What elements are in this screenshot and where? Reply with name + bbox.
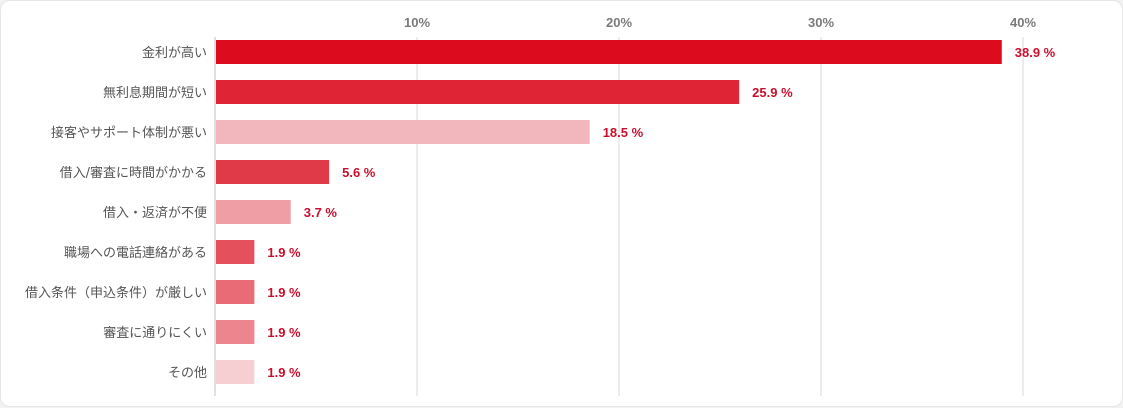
x-tick-label: 30% xyxy=(808,15,834,30)
bar xyxy=(216,320,255,344)
category-label: 借入/審査に時間がかかる xyxy=(60,166,207,181)
category-label: 職場への電話連絡がある xyxy=(64,245,207,261)
bar xyxy=(216,120,590,144)
value-label: 25.9 % xyxy=(752,85,793,100)
x-tick-label: 10% xyxy=(404,15,430,30)
bar xyxy=(216,200,291,224)
category-labels: 金利が高い無利息期間が短い接客やサポート体制が悪い借入/審査に時間がかかる借入・… xyxy=(25,45,207,381)
category-label: 接客やサポート体制が悪い xyxy=(51,125,207,141)
value-label: 18.5 % xyxy=(603,125,644,140)
x-tick-label: 20% xyxy=(606,15,632,30)
category-label: 無利息期間が短い xyxy=(103,85,207,101)
x-axis-ticks: 10% 20% 30% 40% xyxy=(404,15,1036,30)
value-label: 3.7 % xyxy=(304,205,338,220)
value-label: 38.9 % xyxy=(1015,45,1056,60)
value-labels: 38.9 % 25.9 % 18.5 % 5.6 % 3.7 % 1.9 % 1.9 % 1.… xyxy=(267,45,1055,380)
category-label: 借入・返済が不便 xyxy=(103,205,207,221)
category-label: その他 xyxy=(168,366,207,381)
bar xyxy=(216,360,255,384)
category-label: 借入条件（申込条件）が厳しい xyxy=(25,285,207,301)
bar xyxy=(216,160,330,184)
x-tick-label: 40% xyxy=(1010,15,1036,30)
value-label: 1.9 % xyxy=(267,365,301,380)
bar xyxy=(216,280,255,304)
value-label: 1.9 % xyxy=(267,325,301,340)
bars xyxy=(216,40,1002,384)
category-label: 審査に通りにくい xyxy=(103,326,207,341)
category-label: 金利が高い xyxy=(142,45,207,61)
bar xyxy=(216,40,1002,64)
value-label: 5.6 % xyxy=(342,165,376,180)
bar xyxy=(216,240,255,264)
value-label: 1.9 % xyxy=(267,245,301,260)
bar xyxy=(216,80,740,104)
value-label: 1.9 % xyxy=(267,285,301,300)
